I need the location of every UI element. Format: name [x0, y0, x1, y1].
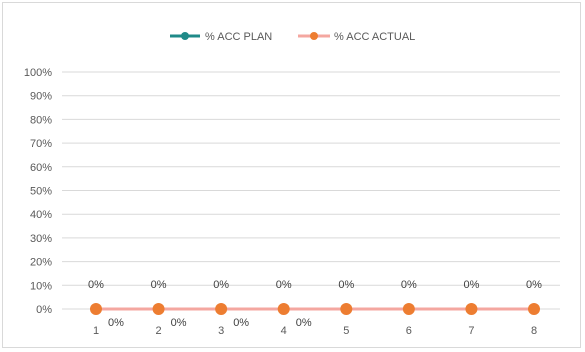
data-label-plan: 0%: [526, 279, 542, 291]
data-label-plan: 0%: [88, 279, 104, 291]
marker-actual: [528, 303, 540, 315]
data-label-plan: 0%: [401, 279, 417, 291]
x-tick-label: 7: [468, 325, 474, 337]
x-tick-label: 1: [93, 325, 99, 337]
y-tick-label: 60%: [30, 162, 52, 174]
legend-label-actual: % ACC ACTUAL: [334, 31, 415, 43]
marker-actual: [90, 303, 102, 315]
legend: % ACC PLAN % ACC ACTUAL: [170, 31, 415, 43]
x-tick-label: 8: [531, 325, 537, 337]
data-label-plan: 0%: [463, 279, 479, 291]
legend-marker-actual: [310, 32, 318, 40]
y-tick-label: 100%: [24, 67, 52, 79]
x-tick-label: 4: [281, 325, 287, 337]
data-label-plan: 0%: [213, 279, 229, 291]
marker-actual: [340, 303, 353, 315]
data-label-actual: 0%: [171, 317, 187, 329]
chart-area: [2, 2, 581, 348]
y-tick-label: 80%: [30, 114, 52, 126]
legend-marker-plan: [181, 32, 189, 40]
x-tick-label: 2: [156, 325, 162, 337]
y-tick-label: 30%: [30, 233, 52, 245]
y-tick-label: 90%: [30, 91, 52, 103]
data-label-plan: 0%: [276, 279, 292, 291]
marker-actual: [402, 303, 415, 315]
x-axis-ticks: 1 2 3 4 5 6 7 8: [93, 325, 537, 337]
data-label-plan: 0%: [151, 279, 167, 291]
marker-actual: [152, 303, 165, 315]
y-tick-label: 20%: [30, 257, 52, 269]
legend-label-plan: % ACC PLAN: [205, 31, 272, 43]
data-labels: 0% 0% 0% 0% 0% 0% 0% 0% 0% 0% 0% 0%: [88, 279, 542, 329]
data-label-actual: 0%: [108, 317, 124, 329]
y-tick-label: 50%: [30, 186, 52, 198]
x-tick-label: 3: [218, 325, 224, 337]
gridlines: [62, 71, 560, 310]
marker-actual: [277, 303, 290, 315]
x-tick-label: 5: [343, 325, 349, 337]
legend-item-plan: % ACC PLAN: [170, 31, 272, 43]
y-tick-label: 70%: [30, 138, 52, 150]
x-tick-label: 6: [406, 325, 412, 337]
data-markers: [90, 303, 540, 315]
marker-actual: [465, 303, 478, 315]
data-label-actual: 0%: [296, 317, 312, 329]
y-tick-label: 0%: [36, 304, 52, 316]
data-label-actual: 0%: [233, 317, 249, 329]
y-tick-label: 40%: [30, 209, 52, 221]
legend-item-actual: % ACC ACTUAL: [298, 31, 415, 43]
marker-actual: [215, 303, 228, 315]
y-tick-label: 10%: [30, 280, 52, 292]
data-label-plan: 0%: [338, 279, 354, 291]
y-axis-ticks: 0% 10% 20% 30% 40% 50% 60% 70% 80% 90% 100%: [24, 67, 52, 316]
